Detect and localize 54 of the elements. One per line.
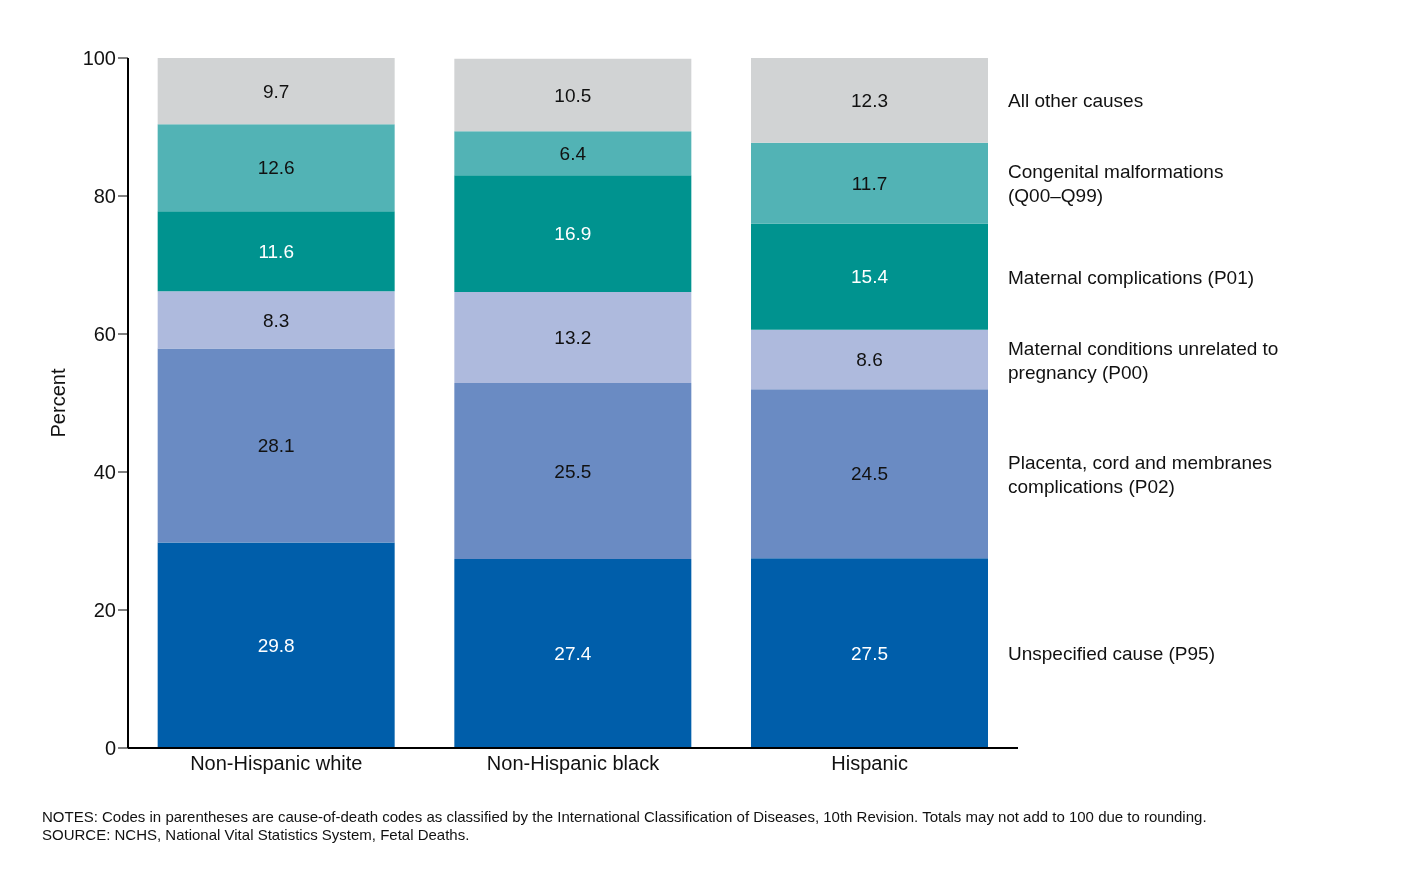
data-label: 10.5 (554, 84, 592, 106)
data-label: 29.8 (257, 634, 295, 656)
data-label: 16.9 (554, 223, 592, 245)
bar (751, 142, 988, 224)
series-label: Placenta, cord and membranes complications (P02) (1008, 451, 1273, 497)
data-label: 8.3 (262, 309, 290, 331)
series-label: Unspecified cause (P95) (1008, 642, 1215, 664)
x-tick-label: Hispanic (831, 752, 909, 775)
data-label: 11.6 (258, 240, 294, 262)
data-label: 24.5 (851, 463, 888, 485)
series-label: Maternal conditions unrelated to pregnancy (P00) (1008, 337, 1279, 383)
bar (454, 291, 692, 383)
series-label: All other causes (1008, 89, 1144, 111)
data-label: 15.4 (851, 266, 889, 288)
data-label: 28.1 (257, 435, 295, 457)
x-tick-label: Non-Hispanic white (190, 752, 363, 775)
data-label: 25.5 (554, 460, 592, 482)
bar (454, 131, 692, 176)
series-label: Maternal complications (P01) (1008, 266, 1255, 288)
bar (751, 58, 988, 143)
bar (751, 389, 988, 559)
y-tick-label: 80 (93, 185, 116, 208)
bar (454, 175, 692, 292)
data-label: 6.4 (559, 142, 587, 164)
bar (157, 58, 395, 125)
bar (454, 382, 692, 559)
bar (454, 58, 692, 132)
bar (751, 329, 988, 390)
data-label: 11.7 (851, 172, 888, 194)
data-label: 27.5 (851, 642, 888, 664)
text: NOTES: Codes in parentheses are cause-of-death codes as classified by the International Classification of Diseases, 10th Revision. Totals may not add to 100 due to rounding. (42, 808, 1208, 826)
y-tick-label: 20 (93, 599, 116, 622)
data-label: 9.7 (262, 80, 290, 102)
y-axis-title: Percent (47, 368, 70, 438)
source-note: SOURCE: NCHS, National Vital Statistics System, Fetal Deaths. (42, 826, 471, 844)
bar (157, 348, 395, 543)
bar (157, 124, 395, 212)
data-label: 12.3 (851, 90, 888, 112)
bar (157, 542, 395, 748)
y-tick-label: 60 (93, 323, 116, 346)
data-label: 8.6 (856, 349, 883, 371)
bar (454, 558, 692, 748)
data-label: 12.6 (257, 157, 295, 179)
y-tick-label: 0 (104, 737, 116, 760)
series-label: Congenital malformations (Q00–Q99) (1008, 160, 1224, 206)
x-tick-label: Non-Hispanic black (486, 752, 661, 775)
bar (751, 223, 988, 330)
data-label: 27.4 (554, 643, 592, 665)
y-tick-label: 40 (93, 461, 116, 484)
y-tick-label: 100 (82, 47, 116, 70)
bar (157, 291, 395, 349)
data-label: 13.2 (554, 327, 592, 349)
bar (157, 211, 395, 292)
bar (751, 558, 988, 748)
